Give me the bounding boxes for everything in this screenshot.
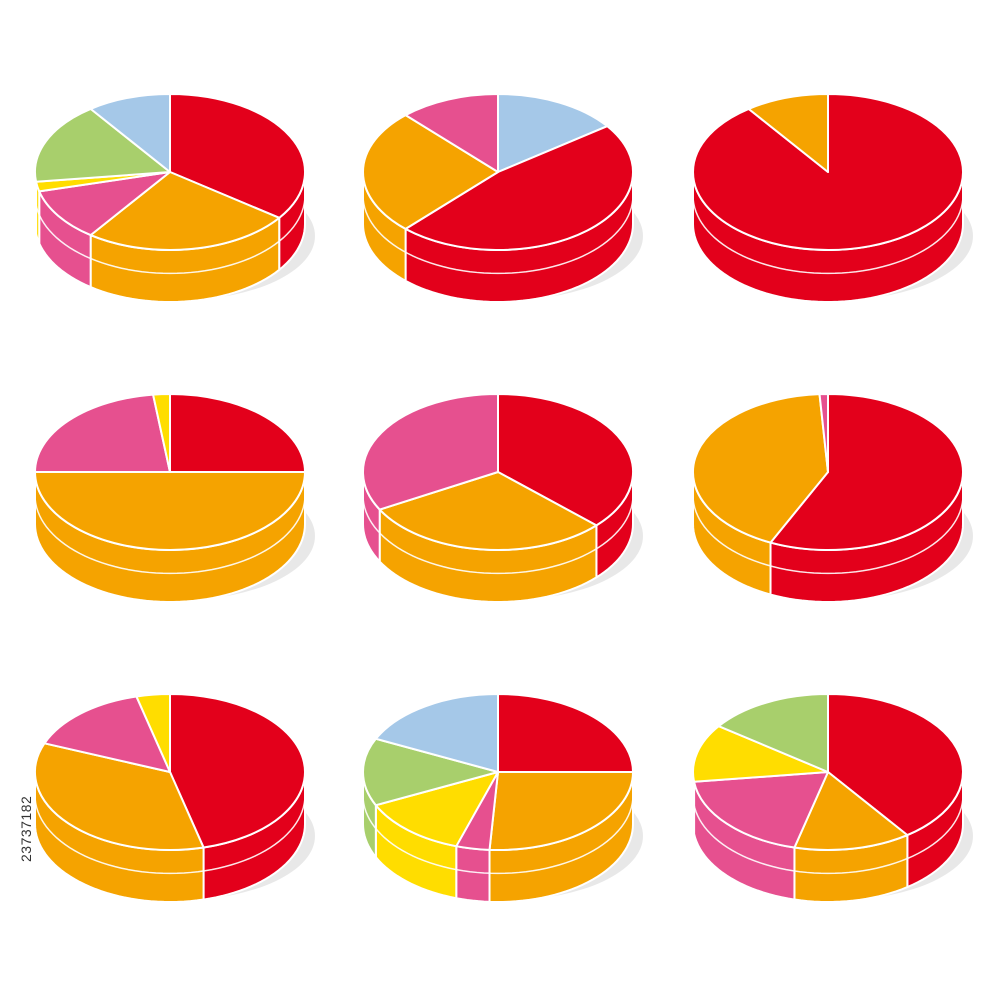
pie-slice-green: [717, 693, 829, 773]
pie-slice-red: [169, 93, 306, 219]
pie-slice-yellow: [374, 771, 499, 848]
pie-slice-orange: [362, 114, 499, 230]
pie-sides: [692, 471, 964, 603]
pie-side-highlight: [34, 495, 306, 575]
pie-slice-green: [34, 107, 171, 183]
pie-slice-blue: [89, 93, 171, 173]
pie-slice-red: [169, 693, 306, 849]
pie-side-highlight: [362, 495, 634, 575]
side-id-label: 23737182: [18, 795, 34, 862]
pie-sides: [362, 471, 634, 603]
pie-slice-orange: [747, 93, 829, 173]
pie-top: [362, 393, 634, 551]
pie-top: [692, 93, 965, 251]
pie-top: [692, 693, 964, 851]
pie-1: [34, 93, 315, 303]
pie-slice-yellow: [135, 693, 171, 773]
pie-slice-red: [497, 393, 634, 527]
pie-slice-blue: [374, 693, 499, 773]
pie-slice-pink: [404, 93, 499, 173]
pie-slice-orange: [34, 471, 306, 551]
pie-side-highlight: [34, 795, 306, 875]
pie-sides: [34, 771, 306, 903]
pie-5: [362, 393, 643, 603]
pie-slice-orange: [793, 771, 909, 851]
pie-top: [691, 392, 964, 551]
pie-slice-blue: [497, 93, 609, 173]
pie-slice-red: [769, 393, 964, 551]
pie-slice-pink: [693, 771, 829, 849]
pie-top: [362, 93, 635, 251]
pie-top: [362, 693, 634, 852]
pie-side-highlight: [692, 495, 964, 575]
pie-top: [34, 693, 306, 851]
pie-6: [691, 392, 973, 603]
pie-slice-orange: [488, 771, 634, 852]
pie-4: [34, 393, 315, 603]
pie-slice-orange: [691, 393, 829, 544]
pie-sides: [692, 771, 964, 903]
pie-slice-yellow: [692, 725, 829, 783]
pie-side-highlight: [692, 195, 964, 275]
pie-side-highlight: [692, 795, 964, 875]
pie-slice-pink: [362, 393, 499, 511]
pie-slice-red: [169, 393, 306, 473]
pie-slice-pink: [38, 171, 171, 237]
pie-slice-red: [404, 125, 635, 251]
pie-side-highlight: [34, 195, 306, 275]
pie-3: [692, 93, 973, 303]
pie-top: [34, 93, 306, 251]
pie-2: [362, 93, 643, 303]
pie-slice-pink: [43, 695, 171, 773]
pie-9: [692, 693, 973, 903]
pie-top: [34, 393, 306, 551]
pie-8: [362, 693, 643, 903]
pie-slice-green: [362, 737, 499, 807]
pie-slice-pink: [818, 392, 829, 473]
pie-slice-red: [497, 693, 634, 773]
pie-side-highlight: [362, 195, 634, 275]
pie-slice-orange: [378, 471, 598, 551]
pie-side-pink: [455, 845, 491, 903]
pie-7: [34, 693, 315, 903]
pie-slice-pink: [34, 393, 171, 473]
pie-slice-orange: [34, 742, 205, 851]
pie-side-highlight: [362, 795, 634, 875]
pie-slice-red: [827, 693, 964, 837]
pie-slice-yellow: [152, 393, 171, 473]
pie-slice-orange: [89, 171, 281, 251]
